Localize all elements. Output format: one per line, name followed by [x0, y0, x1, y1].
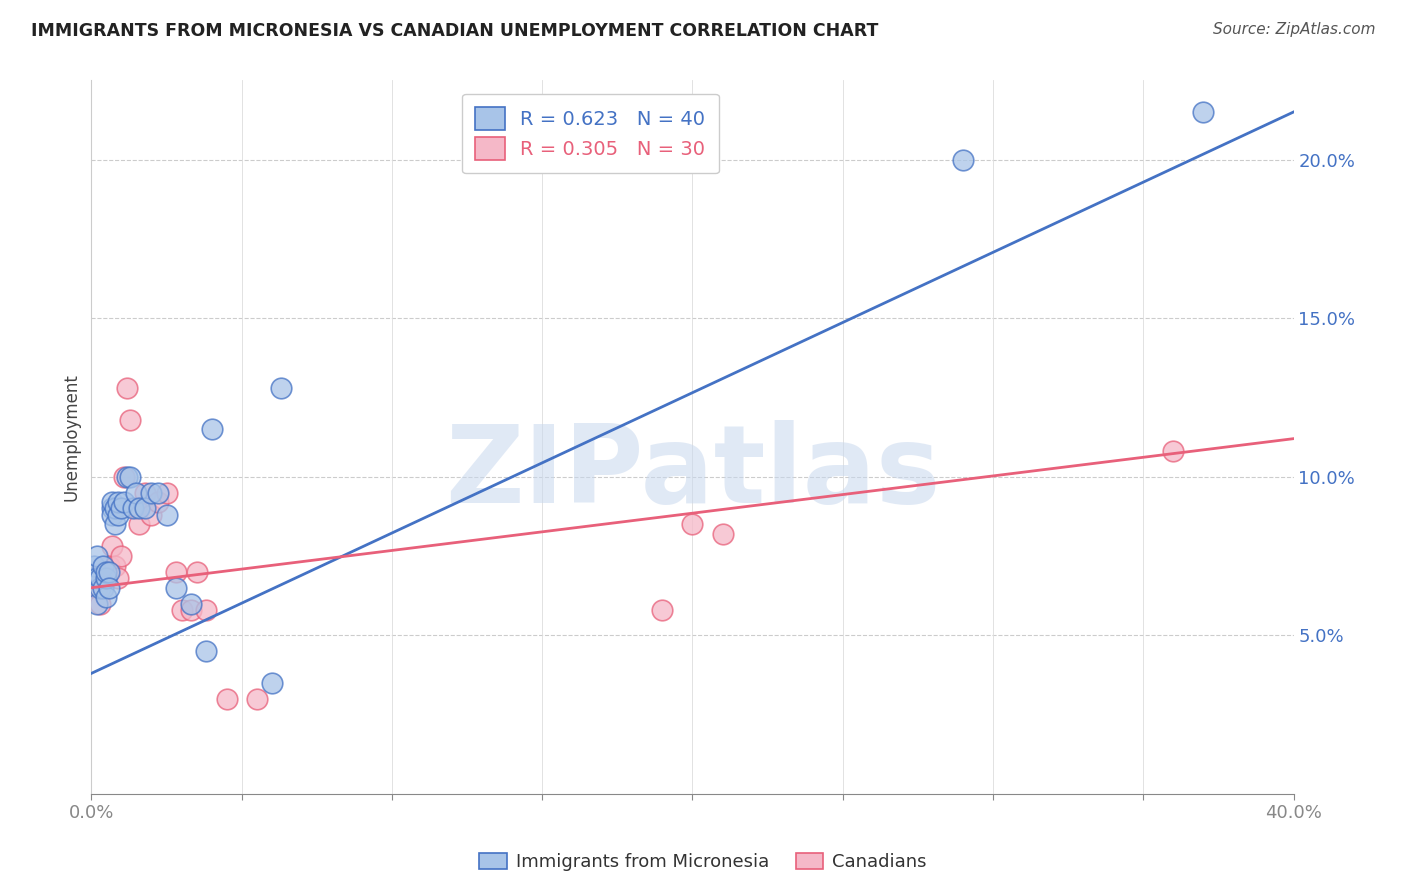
Point: [134, 485, 156, 500]
Point: [711, 526, 734, 541]
Point: [110, 501, 132, 516]
Point: [101, 495, 124, 509]
Point: [141, 508, 163, 522]
Point: [96, 591, 118, 605]
Point: [89, 581, 111, 595]
Point: [96, 571, 118, 585]
Point: [186, 565, 208, 579]
Point: [180, 603, 202, 617]
Legend: R = 0.623   N = 40, R = 0.305   N = 30: R = 0.623 N = 40, R = 0.305 N = 30: [461, 94, 718, 173]
Point: [104, 558, 127, 573]
Point: [93, 558, 115, 573]
Point: [98, 558, 121, 573]
Point: [89, 597, 111, 611]
Point: [107, 508, 129, 522]
Point: [170, 603, 193, 617]
Point: [93, 565, 115, 579]
Point: [146, 495, 169, 509]
Point: [96, 565, 118, 579]
Point: [107, 571, 129, 585]
Point: [194, 603, 217, 617]
Point: [98, 565, 121, 579]
Point: [260, 676, 283, 690]
Text: Source: ZipAtlas.com: Source: ZipAtlas.com: [1212, 22, 1375, 37]
Point: [117, 469, 139, 483]
Point: [1161, 444, 1184, 458]
Point: [120, 412, 142, 426]
Point: [96, 571, 118, 585]
Point: [107, 495, 129, 509]
Point: [110, 549, 132, 563]
Point: [120, 469, 142, 483]
Point: [86, 581, 108, 595]
Point: [146, 485, 169, 500]
Point: [98, 581, 121, 595]
Point: [125, 485, 148, 500]
Point: [83, 571, 105, 585]
Point: [155, 485, 177, 500]
Point: [114, 495, 136, 509]
Y-axis label: Unemployment: Unemployment: [62, 373, 80, 501]
Point: [141, 485, 163, 500]
Point: [1192, 105, 1215, 120]
Text: IMMIGRANTS FROM MICRONESIA VS CANADIAN UNEMPLOYMENT CORRELATION CHART: IMMIGRANTS FROM MICRONESIA VS CANADIAN U…: [31, 22, 879, 40]
Point: [180, 597, 202, 611]
Point: [86, 549, 108, 563]
Point: [134, 501, 156, 516]
Point: [128, 501, 150, 516]
Point: [101, 508, 124, 522]
Point: [246, 691, 269, 706]
Point: [128, 517, 150, 532]
Point: [104, 501, 127, 516]
Point: [83, 571, 105, 585]
Point: [86, 571, 108, 585]
Point: [215, 691, 238, 706]
Point: [270, 381, 292, 395]
Point: [101, 501, 124, 516]
Point: [681, 517, 703, 532]
Point: [125, 501, 148, 516]
Point: [101, 540, 124, 554]
Point: [86, 597, 108, 611]
Point: [201, 422, 224, 436]
Point: [93, 581, 115, 595]
Legend: Immigrants from Micronesia, Canadians: Immigrants from Micronesia, Canadians: [472, 846, 934, 879]
Point: [114, 469, 136, 483]
Point: [165, 565, 187, 579]
Point: [651, 603, 673, 617]
Point: [104, 517, 127, 532]
Point: [165, 581, 187, 595]
Point: [117, 381, 139, 395]
Point: [952, 153, 974, 167]
Point: [194, 644, 217, 658]
Point: [122, 501, 145, 516]
Text: ZIPatlas: ZIPatlas: [444, 420, 941, 525]
Point: [89, 571, 111, 585]
Point: [83, 558, 105, 573]
Point: [155, 508, 177, 522]
